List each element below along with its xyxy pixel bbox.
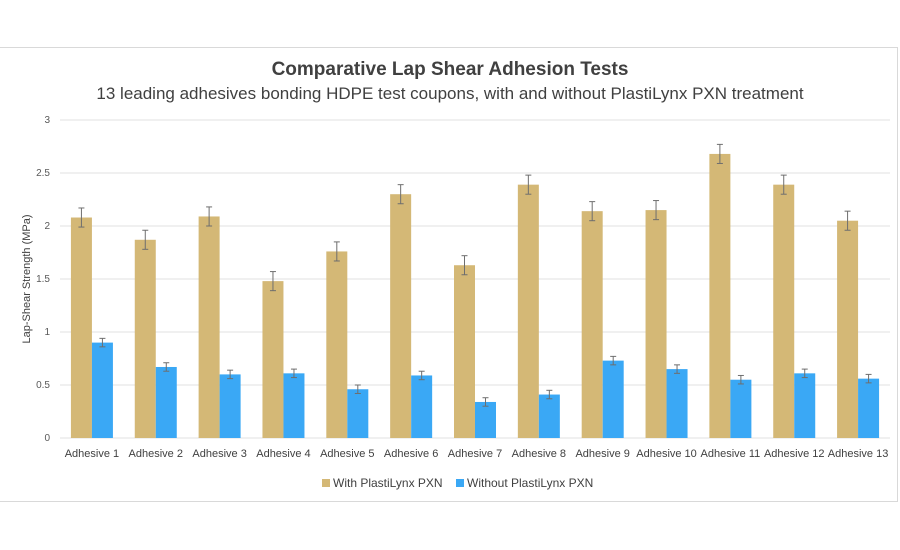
y-tick-label: 2.5 <box>36 168 50 179</box>
x-tick-label: Adhesive 9 <box>575 448 629 460</box>
legend: With PlastiLynx PXN Without PlastiLynx PX… <box>322 476 593 490</box>
legend-swatch <box>456 479 464 487</box>
y-axis-ticks: 0 0.5 1 1.5 2 2.5 3 <box>36 115 50 444</box>
error-bar <box>78 207 85 228</box>
bar-with-4 <box>262 281 284 438</box>
bar-without-5 <box>347 389 369 438</box>
error-bar <box>653 200 660 221</box>
x-tick-label: Adhesive 6 <box>384 448 438 460</box>
bar-with-10 <box>645 210 667 438</box>
bar-without-1 <box>91 342 113 438</box>
y-tick-label: 1.5 <box>36 274 50 285</box>
legend-swatch <box>322 479 330 487</box>
error-bar <box>99 337 106 348</box>
bar-with-5 <box>326 251 348 438</box>
x-tick-label: Adhesive 4 <box>256 448 310 460</box>
error-bar <box>269 271 276 292</box>
bar-with-7 <box>454 265 475 438</box>
legend-item: Without PlastiLynx PXN <box>456 476 593 490</box>
legend-label: Without PlastiLynx PXN <box>467 476 593 490</box>
y-tick-label: 2 <box>44 221 50 232</box>
y-tick-label: 3 <box>44 115 50 126</box>
bar-with-13 <box>837 220 859 438</box>
x-axis-ticks: Adhesive 1 Adhesive 2 Adhesive 3 Adhesive 4… <box>65 448 889 460</box>
bar-without-10 <box>666 369 688 438</box>
error-bars <box>78 143 872 407</box>
bar-with-9 <box>581 211 603 438</box>
bar-with-6 <box>390 194 412 438</box>
y-tick-label: 0 <box>44 433 50 444</box>
error-bar <box>333 241 340 262</box>
bar-with-8 <box>517 184 539 438</box>
error-bar <box>397 184 404 205</box>
x-tick-label: Adhesive 5 <box>320 448 374 460</box>
bar-without-6 <box>411 375 433 438</box>
chart-subtitle: 13 leading adhesives bonding HDPE test c… <box>96 84 804 103</box>
error-bar <box>610 355 617 366</box>
error-bar <box>142 229 149 250</box>
x-tick-label: Adhesive 2 <box>129 448 183 460</box>
error-bar <box>418 370 425 381</box>
bar-without-3 <box>219 374 241 438</box>
legend-label: With PlastiLynx PXN <box>333 476 443 490</box>
error-bar <box>227 369 234 380</box>
error-bar <box>482 397 489 407</box>
x-tick-label: Adhesive 13 <box>828 448 889 460</box>
y-axis-label: Lap-Shear Strength (MPa) <box>21 214 33 343</box>
bar-with-12 <box>773 184 795 438</box>
error-bar <box>546 389 553 400</box>
x-tick-label: Adhesive 12 <box>764 448 825 460</box>
error-bar <box>589 201 596 222</box>
error-bar <box>354 384 361 394</box>
bar-with-1 <box>70 217 92 438</box>
bar-with-2 <box>134 239 156 438</box>
error-bar <box>163 362 170 372</box>
x-tick-label: Adhesive 1 <box>65 448 119 460</box>
error-bar <box>737 374 744 385</box>
gridlines <box>60 119 890 439</box>
error-bar <box>461 255 468 276</box>
y-tick-label: 0.5 <box>36 380 50 391</box>
bar-with-3 <box>198 216 220 438</box>
bar-without-4 <box>283 373 305 438</box>
error-bar <box>844 210 851 231</box>
bars <box>70 153 880 439</box>
x-tick-label: Adhesive 11 <box>701 448 761 460</box>
chart-title: Comparative Lap Shear Adhesion Tests <box>271 59 629 80</box>
bar-without-9 <box>602 360 624 438</box>
x-tick-label: Adhesive 8 <box>512 448 566 460</box>
bar-without-12 <box>794 373 816 438</box>
x-tick-label: Adhesive 3 <box>192 448 246 460</box>
y-tick-label: 1 <box>44 327 50 338</box>
x-tick-label: Adhesive 7 <box>448 448 502 460</box>
bar-without-7 <box>475 401 496 438</box>
bar-without-8 <box>538 394 560 438</box>
error-bar <box>865 373 872 384</box>
error-bar <box>716 143 723 164</box>
bar-without-11 <box>730 379 752 438</box>
error-bar <box>780 174 787 195</box>
bar-with-11 <box>709 153 731 439</box>
error-bar <box>801 368 808 379</box>
error-bar <box>525 174 532 195</box>
bar-without-13 <box>858 378 880 438</box>
error-bar <box>674 364 681 374</box>
error-bar <box>290 368 297 379</box>
legend-item: With PlastiLynx PXN <box>322 476 443 490</box>
error-bar <box>206 206 213 227</box>
x-tick-label: Adhesive 10 <box>636 448 697 460</box>
chart-frame <box>0 47 898 502</box>
bar-without-2 <box>155 366 177 438</box>
